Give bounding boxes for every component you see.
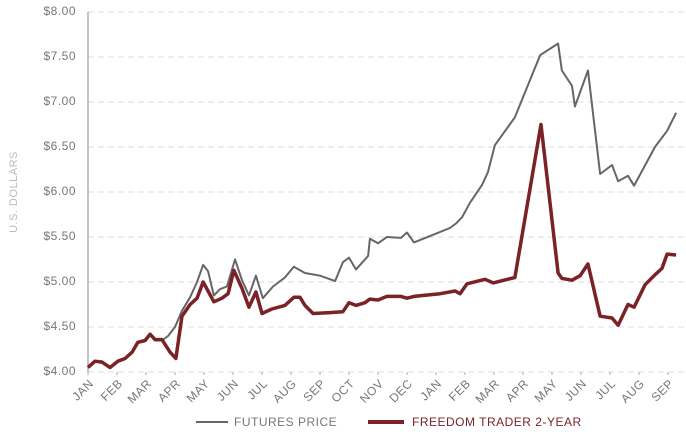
y-tick-label: $4.50 [43, 319, 76, 333]
legend-label: FREEDOM TRADER 2-YEAR [412, 415, 582, 429]
x-tick-label: JUN [214, 376, 241, 403]
legend-label: FUTURES PRICE [234, 415, 337, 429]
x-tick-label: JUL [592, 376, 618, 402]
x-tick-label: FEB [98, 376, 125, 403]
x-tick-label: APR [503, 376, 531, 404]
x-tick-label: AUG [270, 376, 299, 405]
y-tick-label: $8.00 [43, 4, 76, 18]
x-tick-label: MAY [184, 376, 213, 405]
y-tick-label: $5.00 [43, 274, 76, 288]
x-tick-label: SEP [300, 376, 328, 404]
x-tick-label: JAN [69, 376, 96, 403]
x-tick-label: AUG [618, 376, 647, 405]
y-tick-label: $7.00 [43, 94, 76, 108]
x-tick-label: MAR [473, 376, 503, 406]
x-tick-label: JUL [244, 376, 270, 402]
y-tick-label: $4.00 [43, 364, 76, 378]
x-tick-label: DEC [386, 376, 415, 405]
x-tick-label: OCT [328, 376, 357, 405]
x-tick-label: SEP [648, 376, 676, 404]
x-tick-label: MAR [125, 376, 155, 406]
y-axis-label: U.S. DOLLARS [8, 151, 20, 233]
y-tick-label: $6.50 [43, 139, 76, 153]
series-line [86, 122, 677, 370]
x-tick-label: JUN [562, 376, 589, 403]
x-tick-label: FEB [446, 376, 473, 403]
x-tick-label: MAY [532, 376, 561, 405]
y-tick-label: $7.50 [43, 49, 76, 63]
x-tick-label: JAN [417, 376, 444, 403]
y-tick-label: $6.00 [43, 184, 76, 198]
x-tick-label: NOV [357, 376, 386, 405]
x-tick-label: APR [155, 376, 183, 404]
y-tick-label: $5.50 [43, 229, 76, 243]
series-line [87, 42, 678, 369]
